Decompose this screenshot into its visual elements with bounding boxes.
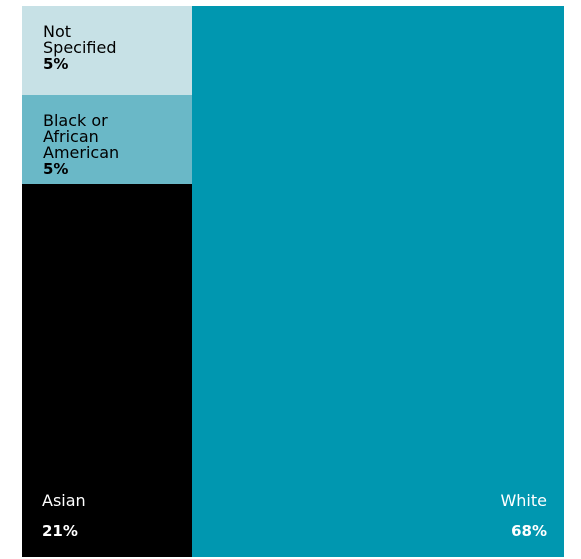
treemap-cell-not-specified: Not Specified 5% [22, 6, 192, 95]
treemap-label-asian: Asian [42, 491, 86, 510]
treemap-chart: Not Specified 5% Black or African American… [22, 6, 564, 557]
treemap-cell-asian: Asian 21% [22, 184, 192, 557]
treemap-label-white: White [500, 491, 547, 510]
treemap-value-white: 68% [511, 522, 547, 540]
treemap-cell-black-or-african-american: Black or African American 5% [22, 95, 192, 184]
treemap-value-asian: 21% [42, 522, 78, 540]
treemap-value-not-specified: 5% [43, 55, 69, 73]
treemap-label-black-or-african-american: Black or African American [43, 111, 120, 162]
treemap-cell-white: White 68% [192, 6, 564, 557]
treemap-label-not-specified: Not Specified [43, 22, 117, 57]
treemap-value-black-or-african-american: 5% [43, 160, 69, 178]
